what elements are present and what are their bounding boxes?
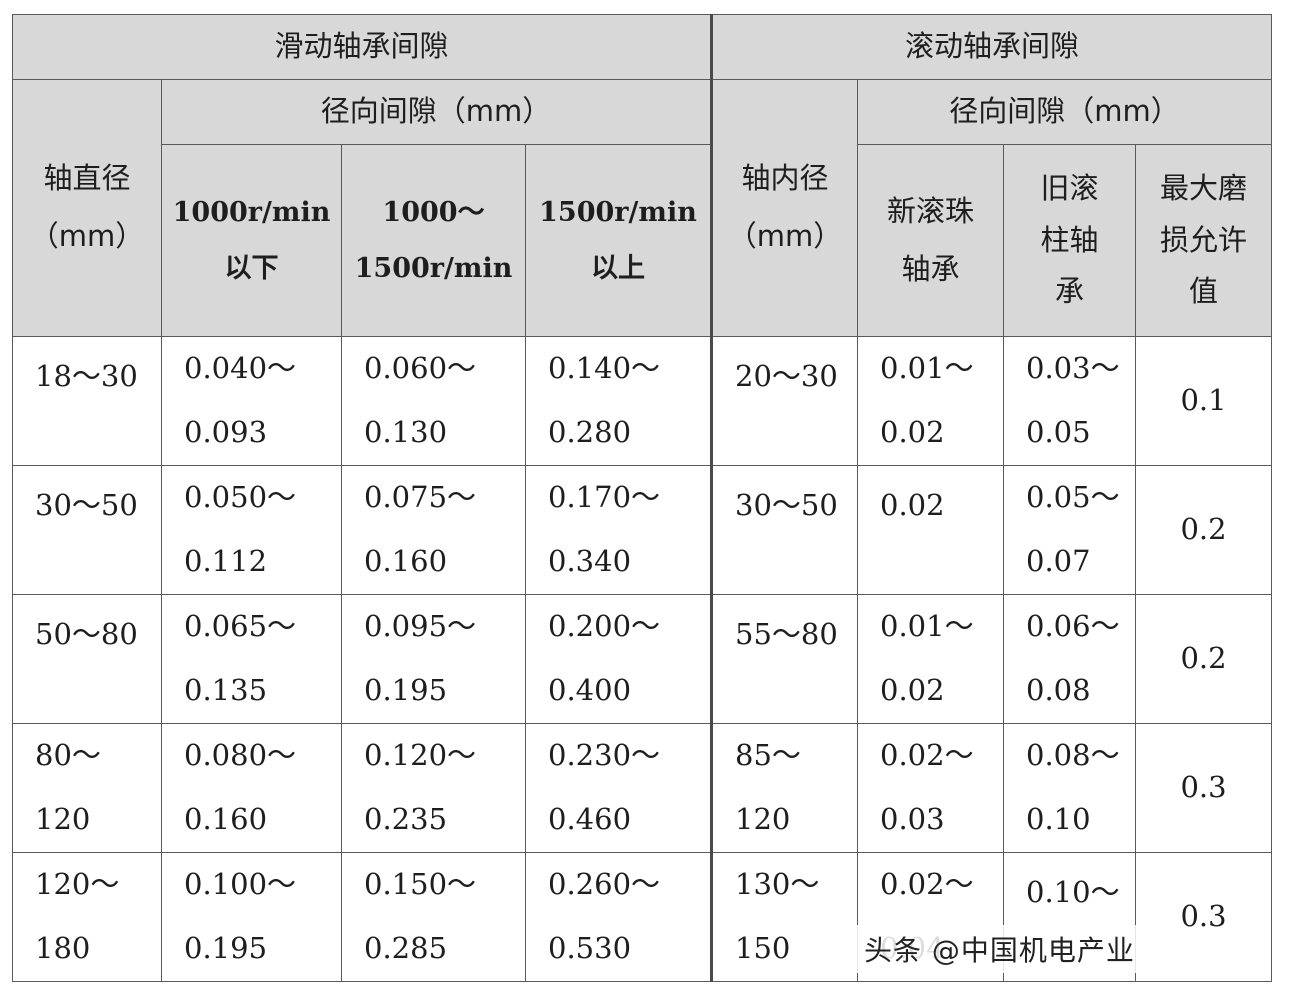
clearance-above-1500-cell: 0.260～ 0.530 [525,852,712,982]
new-ball-bearing-cell: 0.02 [857,465,1004,595]
clearance-below-1000-cell: 0.065～ 0.135 [161,594,342,724]
max-wear-cell: 0.2 [1135,594,1272,724]
shaft-diameter-cell: 120～ 180 [12,852,162,982]
clearance-1000-1500-cell: 0.075～ 0.160 [341,465,526,595]
shaft-diameter-cell: 80～ 120 [12,723,162,853]
table-row: 30～50 0.050～ 0.112 0.075～ 0.160 0.170～ 0.340 30… [12,465,1272,595]
clearance-1000-1500-cell: 0.095～ 0.195 [341,594,526,724]
clearance-above-1500-cell: 0.170～ 0.340 [525,465,712,595]
max-wear-cell: 0.3 [1135,723,1272,853]
clearance-below-1000-cell: 0.050～ 0.112 [161,465,342,595]
shaft-inner-diameter-cell: 30～50 [710,465,858,595]
max-wear-cell: 0.2 [1135,465,1272,595]
clearance-below-1000-cell: 0.100～ 0.195 [161,852,342,982]
shaft-inner-diameter-header: 轴内径 （mm） [710,79,858,337]
shaft-inner-diameter-cell: 130～ 150 [710,852,858,982]
clearance-below-1000-cell: 0.040～ 0.093 [161,336,342,466]
new-ball-bearing-cell: 0.02～ 0.03 [857,723,1004,853]
rolling-bearing-title: 滚动轴承间隙 [710,14,1272,80]
old-roller-bearing-cell: 0.03～ 0.05 [1003,336,1136,466]
clearance-above-1500-cell: 0.230～ 0.460 [525,723,712,853]
table-row: 18～30 0.040～ 0.093 0.060～ 0.130 0.140～ 0.280 20… [12,336,1272,466]
shaft-diameter-cell: 50～80 [12,594,162,724]
table-row: 120～ 180 0.100～ 0.195 0.150～ 0.285 0.260～ 0.530… [12,852,1272,982]
sliding-bearing-title: 滑动轴承间隙 [12,14,712,80]
speed-above-1500-header: 1500r/min 以上 [525,144,712,337]
speed-below-1000-header: 1000r/min 以下 [161,144,342,337]
max-wear-header: 最大磨 损允许值 [1135,144,1272,337]
table-row: 50～80 0.065～ 0.135 0.095～ 0.195 0.200～ 0.400 55… [12,594,1272,724]
new-ball-bearing-cell: 0.01～ 0.02 [857,594,1004,724]
old-roller-bearing-cell: 0.06～ 0.08 [1003,594,1136,724]
clearance-1000-1500-cell: 0.150～ 0.285 [341,852,526,982]
old-roller-bearing-header: 旧滚 柱轴承 [1003,144,1136,337]
new-ball-bearing-header: 新滚珠 轴承 [857,144,1004,337]
old-roller-bearing-cell: 0.05～ 0.07 [1003,465,1136,595]
clearance-above-1500-cell: 0.140～ 0.280 [525,336,712,466]
new-ball-bearing-cell: 0.01～ 0.02 [857,336,1004,466]
max-wear-cell: 0.1 [1135,336,1272,466]
watermark: 头条 @中国机电产业 [850,925,1149,973]
max-wear-cell: 0.3 [1135,852,1272,982]
speed-1000-1500-header: 1000～ 1500r/min [341,144,526,337]
clearance-below-1000-cell: 0.080～ 0.160 [161,723,342,853]
shaft-inner-diameter-cell: 20～30 [710,336,858,466]
shaft-inner-diameter-cell: 85～ 120 [710,723,858,853]
radial-clearance-right-header: 径向间隙（mm） [857,79,1272,145]
clearance-above-1500-cell: 0.200～ 0.400 [525,594,712,724]
shaft-diameter-cell: 18～30 [12,336,162,466]
shaft-diameter-cell: 30～50 [12,465,162,595]
table-row: 80～ 120 0.080～ 0.160 0.120～ 0.235 0.230～ 0.460 8… [12,723,1272,853]
clearance-1000-1500-cell: 0.060～ 0.130 [341,336,526,466]
radial-clearance-left-header: 径向间隙（mm） [161,79,712,145]
bearing-clearance-table: 滑动轴承间隙 滚动轴承间隙 轴直径 （mm） 径向间隙（mm） 轴内径 （mm）… [12,14,1272,982]
table-body: 18～30 0.040～ 0.093 0.060～ 0.130 0.140～ 0.280 20… [12,336,1272,982]
shaft-inner-diameter-cell: 55～80 [710,594,858,724]
old-roller-bearing-cell: 0.08～ 0.10 [1003,723,1136,853]
shaft-diameter-header: 轴直径 （mm） [12,79,162,337]
clearance-1000-1500-cell: 0.120～ 0.235 [341,723,526,853]
